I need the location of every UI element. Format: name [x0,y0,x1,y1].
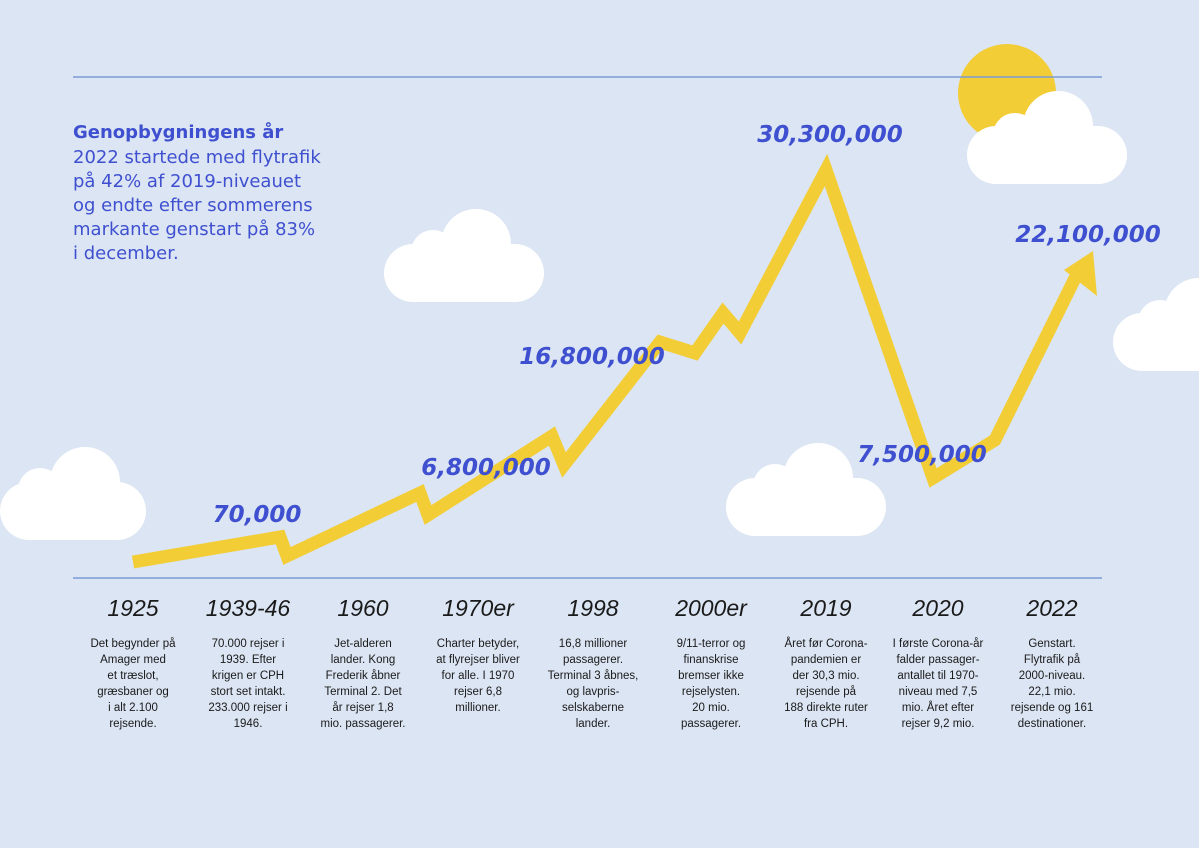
cloud [384,209,544,302]
description-line: Genstart. [1028,638,1075,650]
description-line: 70.000 rejser i [212,638,285,650]
passenger-count: 70,000 [213,502,302,528]
cloud [0,447,146,540]
description-line: 1939. Efter [220,654,276,666]
intro-line: markante genstart på 83% [73,219,315,240]
year: 2022 [1025,595,1077,621]
description-line: græsbaner og [97,686,169,698]
description-line: I første Corona-år [893,638,984,650]
description-line: at flyrejser bliver [436,654,520,666]
description-line: lander. [576,718,611,730]
year: 1998 [567,595,618,621]
description-line: for alle. I 1970 [442,670,515,682]
passenger-count: 6,800,000 [421,455,551,481]
description-line: mio. passagerer. [320,718,405,730]
description-line: et træslot, [107,670,158,682]
intro-title: Genopbygningens år [73,121,283,143]
description-line: krigen er CPH [212,670,284,682]
description-line: år rejser 1,8 [332,702,393,714]
description-line: 9/11-terror og [677,638,746,650]
description-line: Jet-alderen [334,638,392,650]
description-line: bremser ikke [678,670,744,682]
year: 1970er [442,595,515,621]
intro-line: og endte efter sommerens [73,195,313,216]
year: 1939-46 [206,595,291,621]
year: 2020 [911,595,963,621]
passenger-count: 7,500,000 [857,442,987,468]
description-line: niveau med 7,5 [899,686,978,698]
description-line: stort set intakt. [211,686,286,698]
year: 2019 [799,595,851,621]
description-line: rejselysten. [682,686,740,698]
growth-line [131,153,1086,569]
description-line: rejser 9,2 mio. [902,718,975,730]
year: 1925 [107,595,158,621]
description-line: selskaberne [562,702,624,714]
description-line: Terminal 3 åbnes, [548,670,639,682]
description-line: millioner. [455,702,500,714]
description-line: fra CPH. [804,718,848,730]
description-line: og lavpris- [566,686,619,698]
description-line: finanskrise [684,654,739,666]
description-line: 233.000 rejser i [208,702,287,714]
description-line: pandemien er [791,654,861,666]
description-line: 2000-niveau. [1019,670,1086,682]
intro-line: i december. [73,243,179,264]
intro-line: på 42% af 2019-niveauet [73,171,301,192]
description-line: i alt 2.100 [108,702,158,714]
description-line: rejsende. [109,718,156,730]
passenger-count: 22,100,000 [1015,222,1161,248]
description-line: 16,8 millioner [559,638,628,650]
cloud [1113,278,1199,371]
description-line: 20 mio. [692,702,730,714]
year: 1960 [337,595,388,621]
description-line: mio. Året efter [902,701,974,714]
description-line: Året før Corona- [784,637,867,650]
description-line: Charter betyder, [437,638,519,650]
description-line: rejser 6,8 [454,686,502,698]
description-line: Det begynder på [90,638,176,650]
passenger-count: 30,300,000 [757,122,903,148]
intro-line: 2022 startede med flytrafik [73,147,321,168]
arrow-head [1064,251,1097,296]
description-line: falder passager- [896,654,979,666]
description-line: passagerer. [563,654,623,666]
description-line: 22,1 mio. [1028,686,1075,698]
description-line: Flytrafik på [1024,654,1081,666]
year: 2000er [674,595,748,621]
description-line: passagerer. [681,718,741,730]
description-line: destinationer. [1018,718,1086,730]
description-line: antallet til 1970- [897,670,978,682]
passenger-count: 16,800,000 [519,344,665,370]
cloud [967,91,1127,184]
description-line: Amager med [100,654,166,666]
description-line: rejsende og 161 [1011,702,1093,714]
description-line: Terminal 2. Det [324,686,402,698]
description-line: lander. Kong [331,654,396,666]
description-line: 188 direkte ruter [784,702,868,714]
cloud [726,443,886,536]
description-line: der 30,3 mio. [792,670,859,682]
description-line: rejsende på [796,686,857,698]
description-line: 1946. [234,718,263,730]
description-line: Frederik åbner [326,670,401,682]
